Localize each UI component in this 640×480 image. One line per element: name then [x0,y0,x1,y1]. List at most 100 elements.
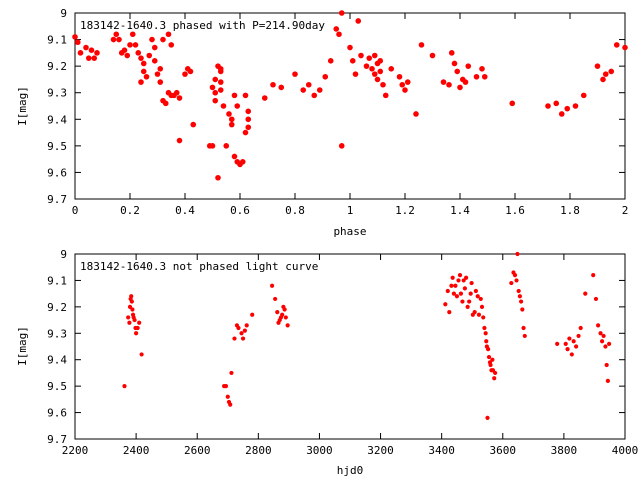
chart-0-data-point [143,73,150,80]
chart-0-data-point [448,50,455,56]
chart-0-data-point [226,111,232,117]
chart-0-data-point [138,79,144,85]
chart-0-x-tick-label: 0.2 [120,204,140,217]
chart-0-data-point [479,66,485,72]
chart-0-data-point [622,44,628,51]
chart-0-data-point [140,60,147,67]
chart-1-data-point [563,341,568,346]
chart-1-data-point [269,283,275,288]
chart-1-data-point [451,291,456,296]
chart-1-x-tick-label: 2800 [245,444,272,457]
chart-0-data-point [305,81,312,88]
chart-1-data-point [467,299,472,304]
chart-0-data-point [545,103,551,109]
chart-0-data-point [270,81,276,88]
chart-0-data-point [135,50,142,56]
chart-1-unphased-plot: 2200 2400 2600 2800 3000 3200 3400 3600 3800 4000… [16,248,638,477]
chart-0-x-tick-label: 0.8 [285,204,305,217]
chart-0-data-point [380,81,386,88]
chart-0-data-point [336,31,342,38]
chart-1-data-point [454,294,460,299]
chart-0-data-point [132,42,139,48]
chart-1-data-point [493,370,498,376]
chart-0-data-point [215,174,221,181]
chart-1-y-tick-label: 9.3 [47,327,67,340]
chart-1-data-point [483,331,488,336]
chart-0-data-point [173,89,180,96]
chart-0-data-point [223,143,230,149]
chart-1-data-point [126,315,131,320]
chart-0-data-point [77,50,84,56]
chart-1-data-point [250,312,255,317]
chart-0-data-point [369,66,375,72]
chart-1-data-point [443,302,448,307]
chart-1-data-point [472,310,477,315]
chart-1-data-point [457,273,463,278]
chart-0-data-point [363,63,370,69]
chart-1-x-axis-title: hjd0 [337,464,364,477]
chart-1-y-tick-label: 9.2 [47,301,67,314]
chart-1-data-point [129,294,134,299]
chart-0-data-point [245,108,252,115]
chart-0-data-point [72,34,78,40]
chart-1-x-tick-label: 3600 [490,444,517,457]
chart-1-data-point [512,273,518,278]
chart-1-data-point [475,294,480,299]
chart-0-data-point [509,100,516,107]
chart-0-x-tick-label: 2 [622,204,629,217]
chart-0-data-point [374,76,381,83]
chart-1-data-point [285,323,290,328]
chart-0-data-point [228,121,235,128]
chart-1-data-point [492,376,497,381]
chart-0-data-point [382,92,389,99]
chart-1-data-point [236,325,241,331]
chart-1-data-point [517,294,522,299]
chart-0-data-point [85,55,92,61]
chart-0-data-point [580,92,587,99]
chart-0-y-tick-label: 9.2 [47,60,67,73]
chart-0-data-point [149,36,155,43]
chart-1-y-axis-title: I[mag] [16,326,29,366]
chart-0-y-tick-label: 9.4 [47,113,67,126]
chart-1-data-point [479,304,485,309]
chart-1-data-point [223,384,229,389]
chart-0-data-point [231,153,238,160]
chart-0-data-point [333,26,340,32]
chart-0-data-point [165,31,172,38]
chart-1-data-point [598,331,603,336]
chart-1-data-point [137,320,142,325]
chart-1-data-point [521,325,526,331]
chart-0-data-point [418,42,425,48]
chart-0-data-point [88,47,95,53]
chart-1-data-point [242,328,247,333]
chart-0-data-point [231,92,238,99]
chart-1-x-tick-label: 2600 [184,444,211,457]
chart-0-data-point [355,18,362,24]
chart-0-data-point [209,84,216,91]
chart-0-data-point [473,73,480,80]
chart-0-data-point [110,36,117,43]
chart-1-x-tick-label: 3000 [306,444,333,457]
chart-1-data-point [225,394,230,399]
chart-1-x-tick-label: 3200 [367,444,394,457]
chart-0-plot-title: 183142-1640.3 phased with P=214.90day [80,19,325,32]
chart-0-data-point [160,36,166,43]
chart-1-data-point [604,362,609,368]
chart-1-data-point [485,415,490,420]
chart-0-data-point [429,52,436,59]
chart-1-data-point [603,344,608,349]
chart-1-data-point [488,362,493,368]
chart-0-data-point [481,73,488,80]
chart-1-x-tick-label: 3400 [428,444,455,457]
chart-1-data-point [601,333,606,339]
chart-0-data-point [151,44,158,51]
chart-0-data-point [564,105,571,112]
chart-0-data-point [311,92,318,99]
chart-0-data-point [127,42,133,48]
chart-0-data-point [377,58,384,64]
chart-0-data-point [371,71,378,77]
chart-1-data-point [458,291,464,296]
chart-1-data-point [127,304,133,309]
chart-0-data-point [377,68,384,75]
chart-0-data-point [190,121,197,128]
